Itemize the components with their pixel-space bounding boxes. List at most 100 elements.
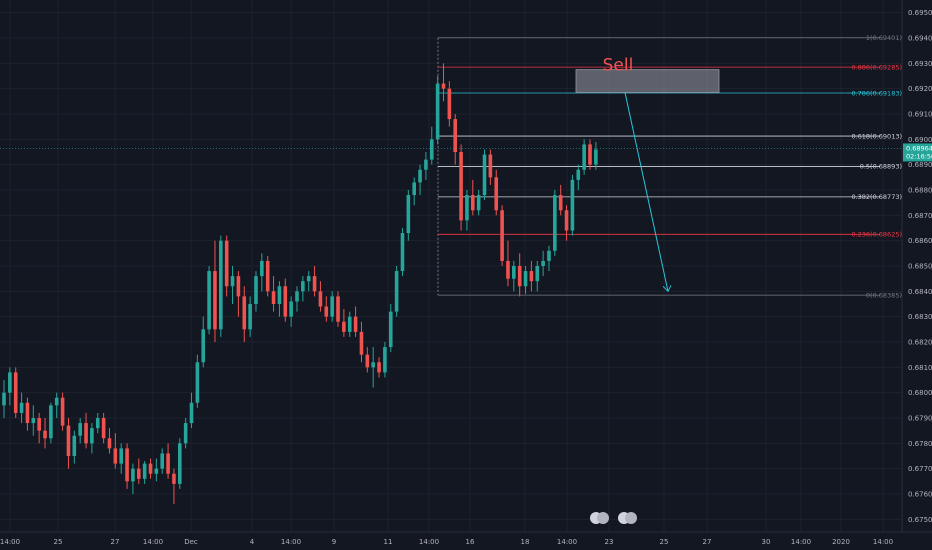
sell-arrow-line[interactable] xyxy=(624,92,669,292)
sell-annotation[interactable]: Sell xyxy=(575,56,720,293)
time-tick-label: 9 xyxy=(332,538,336,546)
candle-body xyxy=(541,260,545,266)
candle xyxy=(318,281,323,312)
candle-body xyxy=(512,266,516,279)
time-tick-label: 23 xyxy=(605,538,614,546)
candle xyxy=(113,433,118,469)
event-flag-icon[interactable] xyxy=(625,512,637,524)
candle-body xyxy=(195,362,200,403)
candle xyxy=(471,179,475,216)
sell-label: Sell xyxy=(603,56,634,76)
candle-body xyxy=(201,329,206,363)
candle-body xyxy=(553,195,557,251)
candle-body xyxy=(547,250,551,261)
candle xyxy=(394,266,399,317)
candle-body xyxy=(359,331,364,355)
candle-body xyxy=(189,402,194,424)
time-tick-label: 16 xyxy=(466,538,475,546)
candle xyxy=(136,458,141,484)
sell-zone-box[interactable] xyxy=(575,69,720,93)
fib-level-label: 0.886(0.69285) xyxy=(851,63,902,71)
candle xyxy=(453,114,458,165)
candle xyxy=(201,316,206,368)
time-tick-label: 25 xyxy=(54,538,63,546)
candle xyxy=(295,286,299,312)
candle xyxy=(195,354,200,408)
candle-body xyxy=(125,448,129,482)
candle xyxy=(359,321,364,363)
candle xyxy=(406,190,411,241)
candle xyxy=(8,367,12,406)
candle-body xyxy=(412,182,416,196)
candle xyxy=(265,255,270,297)
candle xyxy=(312,266,317,297)
candle xyxy=(172,468,176,505)
candle-body xyxy=(254,276,258,304)
fib-level-label: 0.236(0.68625) xyxy=(851,231,902,239)
candle xyxy=(512,260,516,292)
candle-body xyxy=(476,195,481,211)
candle xyxy=(576,164,581,190)
arrow-head-icon xyxy=(662,285,672,293)
candle xyxy=(424,152,428,180)
candle-body xyxy=(517,266,522,287)
candle xyxy=(78,418,82,444)
economic-events[interactable] xyxy=(590,512,637,524)
time-tick-label: 27 xyxy=(703,538,712,546)
candle-body xyxy=(2,392,6,406)
candle xyxy=(219,235,223,337)
candle-body xyxy=(377,362,381,373)
candle xyxy=(529,260,534,292)
candle xyxy=(131,463,135,494)
candle-body xyxy=(95,418,100,429)
candle-body xyxy=(172,473,176,484)
candle xyxy=(429,126,434,165)
candle xyxy=(37,412,41,444)
candle-body xyxy=(353,316,358,332)
candle xyxy=(523,266,528,294)
candle-body xyxy=(19,402,24,413)
candle-body xyxy=(576,169,581,180)
candle-body xyxy=(347,316,352,332)
candle xyxy=(19,392,24,424)
fib-level-label: 0.382(0.68773) xyxy=(851,193,902,201)
candle xyxy=(154,458,159,482)
candle-body xyxy=(131,468,135,482)
fib-level-label: 0.618(0.69013) xyxy=(851,132,902,140)
candle-body xyxy=(13,372,18,413)
candle xyxy=(49,402,53,444)
candle xyxy=(400,228,405,277)
candle xyxy=(377,357,381,378)
candle xyxy=(31,405,36,436)
current-price-tag xyxy=(903,143,932,162)
candle-body xyxy=(453,119,458,152)
candle-body xyxy=(271,291,276,304)
candle xyxy=(553,190,557,256)
fibonacci-retracement[interactable]: 1(0.69401) 0.886(0.69285) 0.786(0.69183) 0.… xyxy=(437,34,902,299)
candle xyxy=(447,81,452,127)
fib-level-label: 0.5(0.68893) xyxy=(860,163,902,171)
candle xyxy=(347,311,352,337)
candle-body xyxy=(447,88,452,120)
candle-body xyxy=(84,423,88,444)
candle-body xyxy=(582,144,586,170)
candlestick-series xyxy=(2,63,598,505)
candle-body xyxy=(465,195,469,221)
candle-body xyxy=(142,463,147,479)
event-flag-icon[interactable] xyxy=(597,512,609,524)
candle-body xyxy=(594,149,598,165)
candle xyxy=(271,276,276,312)
time-axis[interactable]: 14:00 25 27 14:00 Dec 4 14:00 9 11 14:00 16 18 14:00… xyxy=(0,538,893,546)
candle-body xyxy=(482,154,487,196)
candle-body xyxy=(213,271,217,330)
time-tick-label: 25 xyxy=(660,538,669,546)
candle xyxy=(260,253,264,292)
